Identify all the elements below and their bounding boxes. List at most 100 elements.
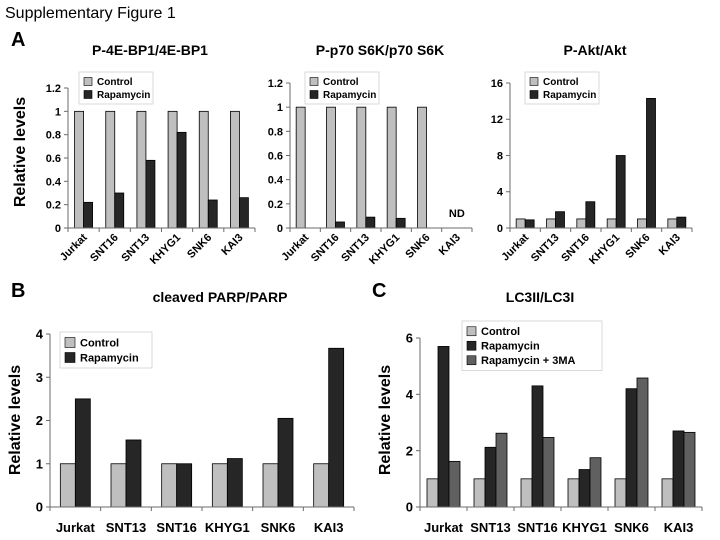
- bar-control-kai3: [661, 478, 674, 508]
- bar-rapamycin-kai3: [239, 197, 249, 229]
- bar-rapamycin-snt16: [531, 385, 544, 508]
- legend-label: Control: [97, 77, 133, 88]
- legend: Control Rapamycin: [59, 331, 153, 369]
- bar-control-khyg1: [606, 218, 617, 229]
- legend: Control Rapamycin: [304, 71, 380, 105]
- bar-control-kai3: [313, 463, 330, 508]
- x-tick-label: Jurkat: [56, 520, 96, 535]
- x-tick-label: KAI3: [664, 520, 694, 535]
- bar-rapamycin-snt13: [145, 159, 156, 229]
- x-tick-label: SNT13: [106, 520, 146, 535]
- bar-control-snt13: [356, 106, 367, 229]
- legend-swatch-control: [529, 77, 539, 86]
- annotation-nd: ND: [449, 208, 465, 220]
- bar-rapamycin-3ma-snt13: [495, 432, 508, 508]
- chart-title: P-p70 S6K/p70 S6K: [316, 42, 444, 58]
- y-tick-label: 1: [36, 456, 43, 471]
- legend-label: Rapamycin: [481, 341, 540, 353]
- bar-rapamycin-snk6: [277, 417, 294, 508]
- y-tick-label: 4: [36, 327, 44, 342]
- bar-rapamycin-khyg1: [395, 217, 406, 229]
- legend-swatch-rapamycin: [83, 90, 93, 99]
- y-tick-label: 0: [36, 500, 43, 515]
- y-tick-label: 16: [491, 78, 503, 90]
- x-tick-label: KAI3: [314, 520, 344, 535]
- y-tick-label: 0.2: [46, 200, 61, 212]
- y-tick-label: 0.4: [268, 175, 284, 187]
- bar-control-snt13: [546, 218, 556, 229]
- bar-rapamycin-3ma-snk6: [636, 377, 649, 508]
- bar-rapamycin-khyg1: [578, 469, 591, 508]
- chart-title: LC3II/LC3I: [506, 289, 574, 305]
- legend-label: Rapamycin: [543, 90, 596, 101]
- y-tick-label: 3: [36, 370, 43, 385]
- bar-rapamycin-jurkat: [524, 219, 535, 229]
- bar-rapamycin-kai3: [672, 430, 685, 508]
- y-tick-label: 4: [497, 187, 504, 199]
- y-tick-label: 0: [497, 223, 503, 235]
- y-tick-label: 0.6: [268, 150, 283, 162]
- legend-swatch-rapamycin: [529, 90, 539, 99]
- legend-swatch-control: [309, 77, 319, 86]
- bar-control-kai3: [230, 110, 240, 229]
- y-tick-label: 0.6: [46, 153, 61, 165]
- y-tick-label: 6: [406, 331, 413, 346]
- bar-rapamycin-jurkat: [74, 398, 91, 508]
- legend-swatch-rapamycin-3ma: [466, 355, 477, 366]
- bar-control-snt16: [576, 218, 587, 229]
- bar-rapamycin-snt16: [176, 463, 193, 508]
- legend-label: Control: [543, 77, 579, 88]
- bar-rapamycin-snt13: [484, 446, 497, 508]
- figure-title: Supplementary Figure 1: [5, 5, 176, 22]
- legend-swatch-control: [64, 337, 76, 348]
- bar-rapamycin-snk6: [625, 388, 638, 508]
- bar-control-snk6: [198, 110, 209, 229]
- bar-control-snt16: [105, 110, 116, 229]
- bar-rapamycin-3ma-khyg1: [589, 457, 602, 508]
- bar-rapamycin-3ma-snt16: [542, 437, 555, 508]
- y-tick-label: 12: [491, 114, 503, 126]
- bar-control-snk6: [637, 218, 647, 229]
- x-tick-label: KHYG1: [562, 520, 607, 535]
- panel-label-c: C: [372, 280, 386, 302]
- y-tick-label: 8: [497, 150, 503, 162]
- y-tick-label: 1: [55, 106, 61, 118]
- bar-control-jurkat: [515, 218, 526, 229]
- bar-control-jurkat: [59, 463, 76, 508]
- bar-rapamycin-snt16: [335, 221, 345, 229]
- bar-rapamycin-snk6: [646, 98, 656, 229]
- y-axis-label: Relative levels: [7, 365, 24, 475]
- bar-rapamycin-snk6: [207, 199, 218, 229]
- legend: Control Rapamycin: [524, 71, 600, 105]
- bar-control-jurkat: [295, 106, 306, 229]
- legend-swatch-rapamycin: [64, 352, 76, 363]
- bar-rapamycin-snt13: [365, 216, 376, 229]
- legend: Control Rapamycin: [78, 71, 154, 105]
- bar-rapamycin-3ma-kai3: [683, 431, 696, 508]
- legend-label: Control: [80, 337, 119, 349]
- legend: Control Rapamycin Rapamycin + 3MA: [461, 320, 603, 371]
- y-tick-label: 1: [277, 102, 283, 114]
- legend-label: Control: [323, 77, 359, 88]
- y-tick-label: 0.2: [268, 199, 283, 211]
- y-tick-label: 0: [55, 223, 61, 235]
- chart-title: cleaved PARP/PARP: [153, 289, 288, 305]
- legend-box: [461, 320, 603, 371]
- legend-label: Control: [481, 326, 520, 338]
- bar-rapamycin-jurkat: [83, 201, 93, 229]
- bar-control-khyg1: [167, 110, 178, 229]
- x-tick-label: SNT16: [517, 520, 557, 535]
- bar-control-snk6: [417, 106, 427, 229]
- bar-rapamycin-khyg1: [226, 458, 243, 508]
- bar-rapamycin-3ma-jurkat: [448, 460, 461, 508]
- bar-control-snt16: [520, 478, 533, 508]
- y-tick-label: 0.8: [268, 126, 283, 138]
- bar-control-kai3: [667, 218, 678, 229]
- bar-control-jurkat: [74, 110, 84, 229]
- y-tick-label: 0.4: [46, 176, 62, 188]
- bar-control-snt13: [473, 478, 486, 508]
- bar-rapamycin-khyg1: [615, 155, 626, 229]
- bar-rapamycin-kai3: [676, 216, 687, 229]
